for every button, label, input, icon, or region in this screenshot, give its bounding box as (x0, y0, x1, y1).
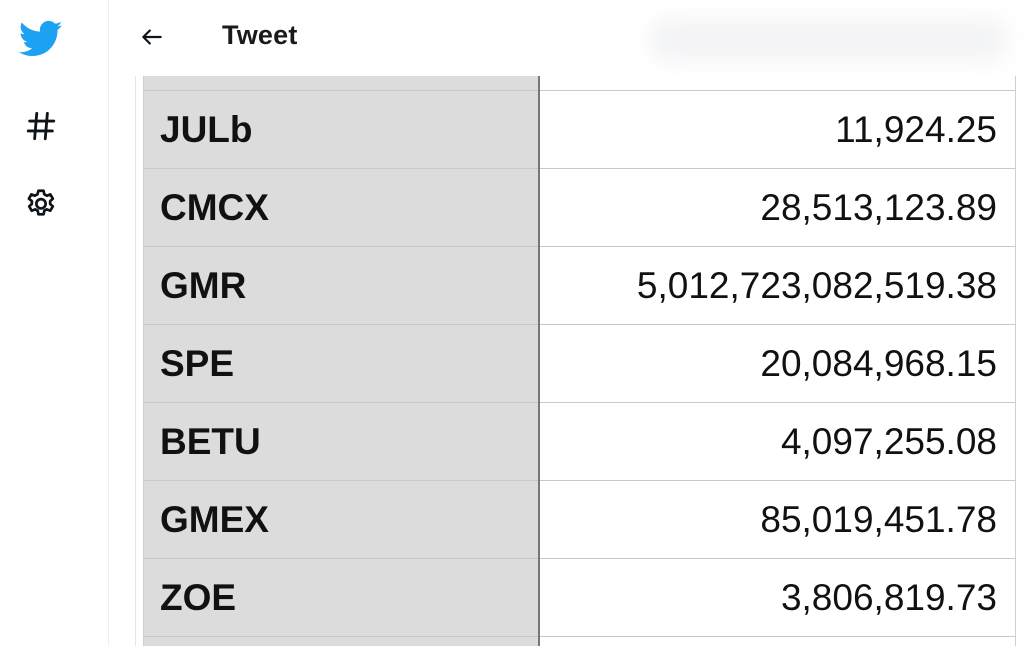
explore-button[interactable] (16, 101, 66, 151)
table-row: GMR 5,012,723,082,519.38 (144, 246, 1015, 325)
symbol-cell: GMR (144, 246, 540, 325)
table-row: ZOE 3,806,819.73 (144, 558, 1015, 637)
back-button[interactable] (133, 18, 171, 56)
tweet-image[interactable]: JULb 11,924.25 CMCX 28,513,123.89 GMR 5,… (143, 76, 1016, 646)
table-row: BETU 4,097,255.08 (144, 402, 1015, 481)
header-bar: Tweet (109, 0, 1024, 76)
twitter-logo-icon (19, 20, 63, 57)
symbol-cell (144, 76, 540, 91)
price-table: JULb 11,924.25 CMCX 28,513,123.89 GMR 5,… (144, 76, 1015, 646)
value-cell: 20,084,968.15 (539, 324, 1015, 403)
value-cell (539, 636, 1015, 646)
value-cell: 3,806,819.73 (539, 558, 1015, 637)
table-row: CMCX 28,513,123.89 (144, 168, 1015, 247)
settings-button[interactable] (16, 180, 66, 230)
value-cell: 4,097,255.08 (539, 402, 1015, 481)
page-title: Tweet (222, 20, 298, 50)
hashtag-icon (26, 111, 56, 141)
twitter-logo-button[interactable] (16, 14, 66, 64)
nav-rail (0, 0, 109, 646)
value-cell: 11,924.25 (539, 90, 1015, 169)
table-row: GMEX 85,019,451.78 (144, 480, 1015, 559)
arrow-left-icon (142, 29, 162, 45)
symbol-cell: ZOE (144, 558, 540, 637)
tweet-image-content: JULb 11,924.25 CMCX 28,513,123.89 GMR 5,… (135, 76, 1016, 646)
symbol-cell: SPE (144, 324, 540, 403)
value-cell: 85,019,451.78 (539, 480, 1015, 559)
value-cell: 28,513,123.89 (539, 168, 1015, 247)
value-cell: 5,012,723,082,519.38 (539, 246, 1015, 325)
table-row: SPE 20,084,968.15 (144, 324, 1015, 403)
value-cell (539, 76, 1015, 91)
symbol-cell: CMCX (144, 168, 540, 247)
symbol-cell: GMEX (144, 480, 540, 559)
table-row (144, 76, 1015, 91)
header-blur-overlay (649, 18, 1009, 62)
gear-icon (27, 189, 55, 216)
symbol-cell: JULb (144, 90, 540, 169)
symbol-cell: BETU (144, 402, 540, 481)
table-row (144, 636, 1015, 646)
symbol-cell (144, 636, 540, 646)
table-row: JULb 11,924.25 (144, 90, 1015, 169)
